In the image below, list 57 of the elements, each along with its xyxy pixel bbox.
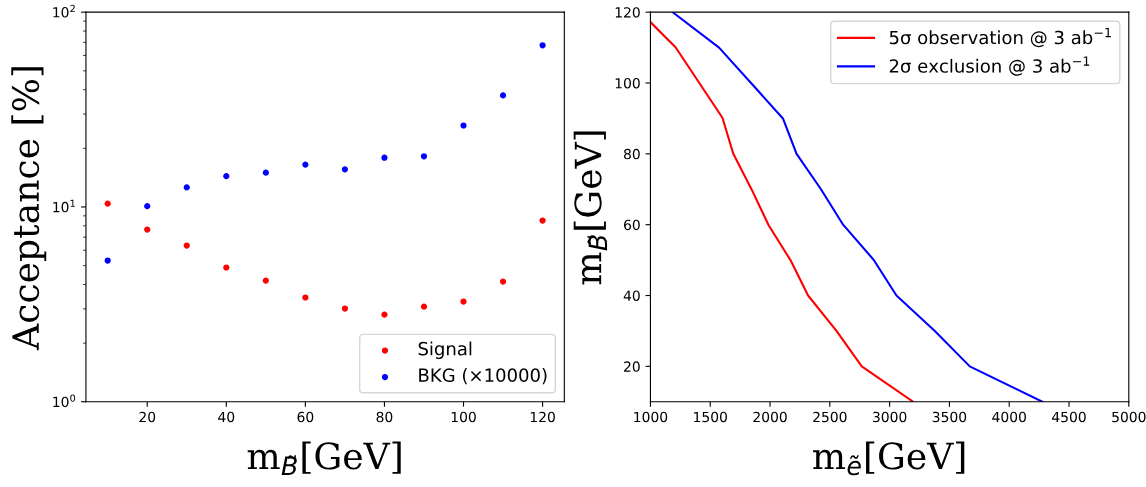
point (460, 298, 467, 305)
legend-label: 2σ exclusion @ 3 ab$^{−1}$ (889, 56, 1090, 76)
point (499, 92, 507, 99)
x-tick-label: 3500 (932, 411, 967, 423)
x-tick-label: 100 (451, 411, 476, 423)
point (381, 311, 388, 318)
legend-label: Signal (418, 341, 472, 360)
point (223, 264, 230, 271)
x-axis-title: m$_{ẽ}$[GeV] (813, 441, 965, 476)
x-axis-title: m$_{B̃}$[GeV] (247, 441, 401, 475)
point (104, 257, 111, 264)
x-tick-label: 2500 (813, 411, 847, 423)
point (381, 154, 388, 161)
y-tick-label: 120 (615, 7, 640, 18)
point (499, 278, 507, 285)
point (262, 277, 269, 284)
y-tick-label: 60 (624, 219, 640, 231)
x-tick-label: 4000 (992, 411, 1026, 423)
x-tick-label: 2000 (753, 411, 787, 423)
y-axis-title: Acceptance [%] (11, 67, 47, 351)
point (539, 42, 546, 49)
point (460, 122, 467, 129)
point (302, 161, 309, 168)
y-tick-label: 80 (623, 148, 640, 160)
x-tick-label: 4500 (1052, 411, 1086, 423)
point (302, 294, 309, 301)
point (144, 203, 151, 210)
point (341, 166, 349, 173)
point (104, 200, 111, 207)
x-tick-label: 1500 (694, 411, 727, 423)
line-series (650, 21, 914, 402)
point (183, 184, 190, 191)
x-tick-label: 5000 (1112, 411, 1146, 423)
x-tick-label: 40 (218, 411, 235, 423)
x-tick-label: 60 (297, 411, 314, 423)
y-tick-label: 10$^{2}$ (53, 4, 75, 18)
y-axis-title: m$_{B̃}$[GeV] (573, 131, 608, 285)
point (262, 169, 269, 176)
x-tick-label: 120 (530, 411, 555, 423)
point (420, 153, 428, 160)
y-tick-label: 10$^{0}$ (53, 394, 76, 408)
legend-label: BKG (×10000) (419, 368, 547, 385)
x-tick-label: 80 (376, 411, 393, 423)
point (420, 303, 428, 310)
point (183, 242, 190, 249)
point (341, 305, 349, 312)
y-tick-label: 100 (615, 77, 640, 89)
x-tick-label: 20 (139, 411, 156, 423)
x-tick-label: 1000 (634, 411, 668, 423)
point (539, 217, 546, 224)
point (144, 226, 151, 233)
point (223, 173, 230, 180)
y-tick-label: 20 (624, 361, 640, 372)
y-tick-label: 10$^{1}$ (53, 199, 75, 213)
x-tick-label: 3000 (873, 411, 907, 423)
y-tick-label: 40 (623, 290, 640, 301)
legend-label: 5σ observation @ 3 ab$^{−1}$ (889, 27, 1111, 48)
